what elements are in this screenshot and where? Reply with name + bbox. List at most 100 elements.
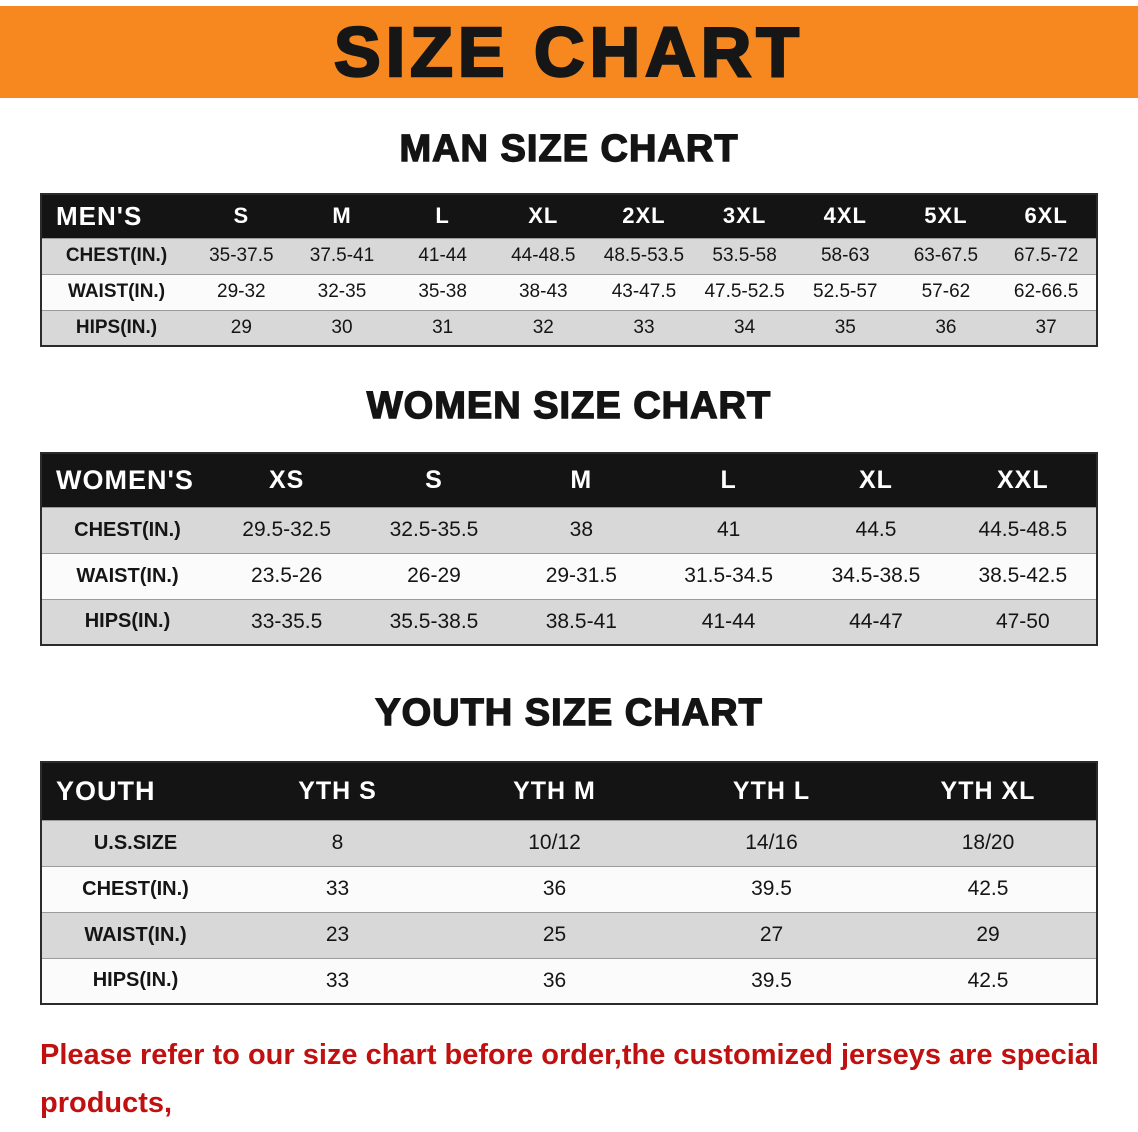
- measurement-cell: 33: [229, 957, 446, 1004]
- measurement-cell: 29-31.5: [507, 552, 655, 599]
- measurement-cell: 31.5-34.5: [654, 552, 803, 599]
- measurement-cell: 18/20: [880, 819, 1097, 866]
- table-corner-header: YOUTH: [56, 775, 156, 806]
- table-row: CHEST(IN.) 35-37.5 37.5-41 41-44 44-48.5 48.5…: [41, 237, 1097, 274]
- measurement-cell: 38: [507, 506, 655, 553]
- size-column-header: 6XL: [1024, 203, 1068, 229]
- size-column-header: 5XL: [924, 203, 968, 229]
- size-column-header: S: [425, 465, 443, 494]
- table-row: CHEST(IN.) 33 36 39.5 42.5: [41, 865, 1097, 912]
- measurement-cell: 32: [492, 309, 594, 346]
- size-column-header: M: [332, 203, 352, 229]
- measurement-cell: 35: [794, 309, 896, 346]
- size-column-header: XL: [859, 465, 893, 494]
- row-label: HIPS(IN.): [41, 598, 213, 645]
- measurement-cell: 31: [392, 309, 493, 346]
- measurement-cell: 62-66.5: [996, 273, 1097, 310]
- measurement-cell: 34: [694, 309, 795, 346]
- size-column-header: 2XL: [622, 203, 666, 229]
- men-section-heading: MAN SIZE CHART: [399, 127, 739, 170]
- disclaimer-text: Please refer to our size chart before or…: [40, 1031, 1138, 1132]
- measurement-cell: 41: [654, 506, 803, 553]
- measurement-cell: 27: [663, 911, 880, 958]
- size-column-header: YTH XL: [940, 776, 1036, 805]
- measurement-cell: 10/12: [446, 819, 663, 866]
- disclaimer-line-1: Please refer to our size chart before or…: [40, 1039, 1099, 1119]
- measurement-cell: 33-35.5: [213, 598, 361, 645]
- women-size-table: WOMEN'S XS S M L XL XXL CHEST(IN.) 29.5-32.5 32.5…: [40, 452, 1098, 646]
- measurement-cell: 29: [191, 309, 292, 346]
- table-header-row: YOUTH YTH S YTH M YTH L YTH XL: [41, 762, 1097, 820]
- measurement-cell: 36: [446, 957, 663, 1004]
- measurement-cell: 44-47: [802, 598, 950, 645]
- measurement-cell: 39.5: [663, 957, 880, 1004]
- table-row: WAIST(IN.) 23.5-26 26-29 29-31.5 31.5-34.5 34…: [41, 552, 1097, 599]
- row-label: WAIST(IN.): [41, 273, 191, 310]
- row-label: WAIST(IN.): [41, 911, 229, 958]
- measurement-cell: 42.5: [880, 865, 1097, 912]
- disclaimer-line-2: we don't accept cancel, change, teturn o…: [40, 1127, 1138, 1132]
- table-row: HIPS(IN.) 29 30 31 32 33 34 35 36 37: [41, 309, 1097, 346]
- row-label: U.S.SIZE: [41, 819, 229, 866]
- size-column-header: 3XL: [722, 203, 767, 229]
- youth-size-table: YOUTH YTH S YTH M YTH L YTH XL U.S.SIZE 8 10/12…: [40, 761, 1098, 1005]
- size-column-header: YTH M: [513, 776, 596, 805]
- measurement-cell: 35.5-38.5: [360, 598, 508, 645]
- measurement-cell: 26-29: [360, 552, 508, 599]
- measurement-cell: 41-44: [392, 237, 493, 274]
- measurement-cell: 38.5-42.5: [949, 552, 1097, 599]
- size-column-header: YTH L: [732, 776, 811, 805]
- measurement-cell: 43-47.5: [593, 273, 695, 310]
- row-label: HIPS(IN.): [41, 309, 191, 346]
- measurement-cell: 37: [996, 309, 1097, 346]
- measurement-cell: 67.5-72: [996, 237, 1097, 274]
- measurement-cell: 29.5-32.5: [213, 506, 361, 553]
- size-column-header: YTH S: [298, 776, 377, 805]
- measurement-cell: 32.5-35.5: [360, 506, 508, 553]
- measurement-cell: 34.5-38.5: [802, 552, 950, 599]
- row-label: WAIST(IN.): [41, 552, 213, 599]
- measurement-cell: 37.5-41: [291, 237, 393, 274]
- row-label: HIPS(IN.): [41, 957, 229, 1004]
- size-column-header: L: [720, 465, 737, 494]
- measurement-cell: 47.5-52.5: [694, 273, 795, 310]
- size-chart-banner: SIZE CHART: [0, 6, 1138, 98]
- measurement-cell: 39.5: [663, 865, 880, 912]
- measurement-cell: 32-35: [291, 273, 393, 310]
- banner-title: SIZE CHART: [333, 13, 804, 91]
- size-column-header: XL: [528, 203, 559, 229]
- table-header-row: MEN'S S M L XL 2XL 3XL 4XL 5XL 6XL: [41, 194, 1097, 238]
- men-size-table: MEN'S S M L XL 2XL 3XL 4XL 5XL 6XL CHEST(IN.) 35-37…: [40, 193, 1098, 347]
- table-row: HIPS(IN.) 33 36 39.5 42.5: [41, 957, 1097, 1004]
- measurement-cell: 38.5-41: [507, 598, 655, 645]
- men-size-section: MAN SIZE CHART MEN'S S M L XL 2XL 3XL 4XL 5XL 6XL…: [0, 127, 1138, 347]
- table-corner-header: MEN'S: [56, 200, 143, 231]
- table-corner-header: WOMEN'S: [56, 464, 194, 495]
- size-column-header: XXL: [997, 465, 1049, 494]
- table-row: HIPS(IN.) 33-35.5 35.5-38.5 38.5-41 41-44 44-…: [41, 598, 1097, 645]
- measurement-cell: 29-32: [191, 273, 292, 310]
- measurement-cell: 36: [895, 309, 997, 346]
- measurement-cell: 38-43: [492, 273, 594, 310]
- measurement-cell: 48.5-53.5: [593, 237, 695, 274]
- measurement-cell: 23.5-26: [213, 552, 361, 599]
- measurement-cell: 47-50: [949, 598, 1097, 645]
- measurement-cell: 30: [291, 309, 393, 346]
- measurement-cell: 44.5-48.5: [949, 506, 1097, 553]
- measurement-cell: 44.5: [802, 506, 950, 553]
- table-header-row: WOMEN'S XS S M L XL XXL: [41, 453, 1097, 507]
- measurement-cell: 33: [593, 309, 695, 346]
- size-column-header: 4XL: [823, 203, 867, 229]
- measurement-cell: 42.5: [880, 957, 1097, 1004]
- measurement-cell: 35-38: [392, 273, 493, 310]
- measurement-cell: 8: [229, 819, 446, 866]
- measurement-cell: 63-67.5: [895, 237, 997, 274]
- size-column-header: S: [233, 203, 250, 229]
- measurement-cell: 52.5-57: [794, 273, 896, 310]
- youth-size-section: YOUTH SIZE CHART YOUTH YTH S YTH M YTH L YTH…: [0, 691, 1138, 1005]
- size-column-header: XS: [268, 465, 305, 494]
- measurement-cell: 53.5-58: [694, 237, 795, 274]
- row-label: CHEST(IN.): [41, 865, 229, 912]
- women-section-heading: WOMEN SIZE CHART: [366, 384, 772, 427]
